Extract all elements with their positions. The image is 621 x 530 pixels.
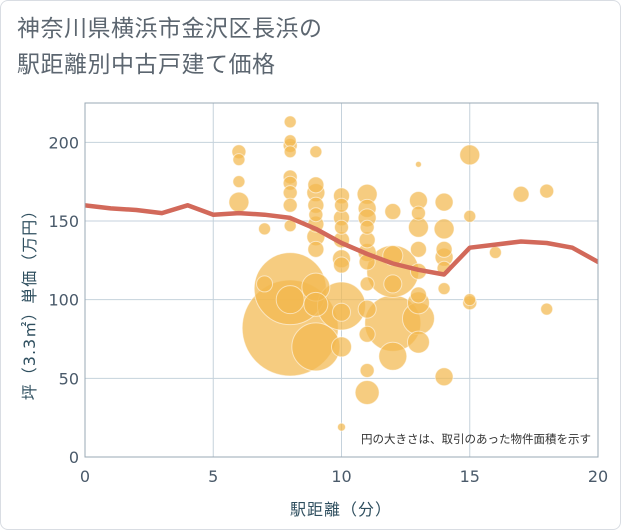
data-bubble (258, 222, 272, 236)
data-bubble (309, 145, 323, 159)
data-bubble (275, 285, 305, 315)
data-bubble (459, 144, 481, 166)
data-bubble (334, 197, 349, 213)
x-tick-label: 10 (331, 467, 351, 486)
data-bubble (228, 191, 250, 213)
data-bubble (437, 282, 451, 296)
y-tick-label: 0 (69, 448, 79, 467)
data-bubble (337, 422, 346, 432)
data-bubble (358, 325, 376, 343)
plot-area-border (84, 102, 599, 458)
data-bubble (463, 293, 477, 307)
data-bubble (333, 256, 350, 274)
data-bubble (406, 330, 430, 354)
y-tick-label: 200 (48, 133, 79, 152)
data-bubble (283, 134, 297, 148)
y-tick-label: 50 (59, 369, 79, 388)
average-price-trend-line (85, 203, 598, 277)
data-bubble (359, 219, 375, 235)
data-bubble (232, 175, 246, 189)
data-bubble (331, 336, 352, 358)
y-axis-title: 坪（3.3㎡）単価（万円） (20, 202, 39, 400)
data-bubble (283, 115, 297, 129)
y-tick-label: 100 (48, 291, 79, 310)
data-bubble (414, 160, 422, 168)
chart-title: 神奈川県横浜市金沢区長浜の 駅距離別中古戸建て価格 (17, 11, 323, 83)
bubble-size-note: 円の大きさは、取引のあった物件面積を示す (361, 432, 591, 446)
data-bubble (283, 145, 297, 159)
data-bubble (332, 302, 351, 322)
data-bubble (434, 192, 454, 212)
data-bubble (539, 183, 555, 199)
x-tick-label: 15 (460, 467, 480, 486)
x-axis-ticks: 0 5 10 15 20 (80, 467, 608, 486)
data-bubble (540, 302, 554, 316)
trend-line-group (85, 203, 598, 277)
data-bubble (357, 299, 377, 319)
data-bubble (354, 379, 380, 405)
data-bubble (434, 367, 454, 387)
x-tick-label: 0 (80, 467, 90, 486)
data-bubble (435, 240, 453, 258)
data-bubble (383, 274, 403, 294)
chart-title-line-2: 駅距離別中古戸建て価格 (17, 52, 276, 78)
data-bubble (409, 240, 427, 258)
x-tick-label: 5 (208, 467, 218, 486)
data-bubble (410, 205, 426, 221)
data-bubble (433, 218, 455, 240)
grid-lines (85, 103, 598, 457)
chart-title-line-1: 神奈川県横浜市金沢区長浜の (17, 16, 323, 42)
data-bubble (256, 275, 274, 293)
x-axis-title: 駅距離（分） (290, 500, 392, 519)
data-bubble (303, 291, 329, 317)
data-bubble (384, 203, 402, 221)
data-bubble (512, 185, 530, 203)
data-bubble (359, 362, 375, 378)
data-bubble (307, 240, 325, 258)
data-bubble (308, 207, 324, 223)
data-bubble (282, 197, 298, 213)
data-bubble (409, 286, 427, 304)
data-bubble (334, 219, 349, 235)
x-tick-label: 20 (588, 467, 608, 486)
data-bubble (282, 185, 298, 201)
data-bubble (463, 209, 477, 223)
bubble-series (228, 115, 555, 432)
y-axis-ticks: 0 50 100 150 200 (48, 133, 79, 467)
data-bubble (232, 153, 246, 167)
data-bubble (488, 245, 502, 259)
data-bubble (378, 341, 408, 371)
data-bubble (359, 276, 375, 292)
y-tick-label: 150 (48, 212, 79, 231)
data-bubble (307, 176, 325, 194)
